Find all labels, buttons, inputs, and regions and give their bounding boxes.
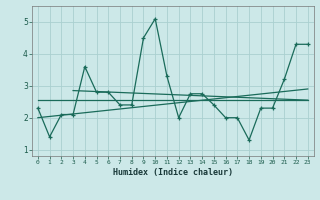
- X-axis label: Humidex (Indice chaleur): Humidex (Indice chaleur): [113, 168, 233, 177]
